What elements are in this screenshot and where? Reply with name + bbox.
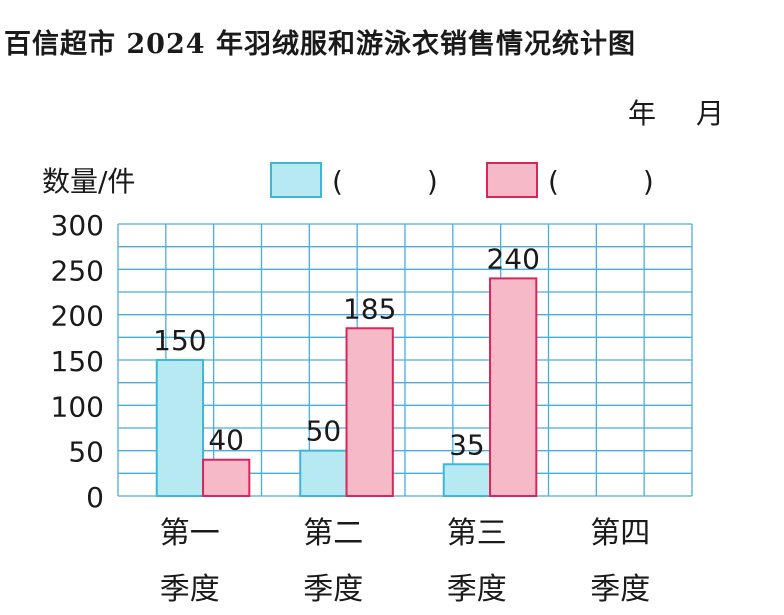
data-label: 40 [208,424,244,457]
y-tick-label: 100 [51,390,104,423]
y-tick-label: 150 [51,345,104,378]
bar [299,449,348,497]
x-tick-label: 季度 [446,572,507,607]
y-tick-label: 300 [51,209,104,242]
data-label: 240 [486,242,539,275]
legend-text-1: ( ) [332,165,438,198]
data-label: 35 [449,428,485,461]
data-label: 150 [153,324,206,357]
chart-title: 百信超市 2024 年羽绒服和游泳衣销售情况统计图 [4,29,636,60]
x-tick-label: 第一 [159,516,220,551]
x-tick-label: 第三 [446,516,507,551]
date-line: 年月 [628,92,724,132]
x-tick-label: 第四 [590,516,651,551]
bar [489,277,538,497]
x-tick-label: 季度 [303,572,364,607]
y-tick-label: 200 [51,300,104,333]
legend-text-2: ( ) [548,165,654,198]
x-tick-label: 第二 [303,516,364,551]
year-label: 年 [628,97,657,130]
y-tick-label: 50 [68,436,104,469]
bar [345,327,394,497]
y-axis-label: 数量/件 [42,165,136,198]
x-tick-label: 季度 [590,572,651,607]
y-tick-label: 0 [86,481,104,514]
x-tick-label: 季度 [159,572,220,607]
bar [155,359,205,497]
data-label: 185 [343,292,396,325]
bar [202,458,251,498]
legend-swatch-1 [270,162,322,198]
month-label: 月 [696,97,725,130]
legend-swatch-2 [486,162,538,198]
data-label: 50 [306,415,342,448]
bar [442,463,492,497]
y-tick-label: 250 [51,254,104,287]
